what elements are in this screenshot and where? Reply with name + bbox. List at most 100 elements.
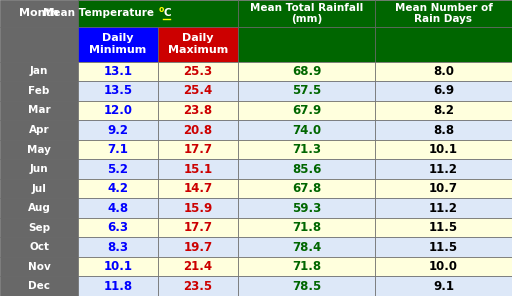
Bar [78,62,158,81]
Bar [158,101,238,120]
Text: 67.8: 67.8 [292,182,321,195]
Text: 21.4: 21.4 [183,260,212,273]
Bar [0,101,78,120]
Bar [0,179,78,198]
Bar [158,276,238,296]
Text: 71.8: 71.8 [292,260,321,273]
Text: 10.1: 10.1 [429,143,458,156]
Bar [375,257,512,276]
Text: Daily
Minimum: Daily Minimum [90,33,146,55]
Text: 11.2: 11.2 [429,163,458,176]
Bar [0,257,78,276]
Text: 59.3: 59.3 [292,202,321,215]
Text: 13.1: 13.1 [103,65,133,78]
Bar [158,120,238,140]
Text: Feb: Feb [28,86,50,96]
Bar [375,62,512,81]
Text: 11.2: 11.2 [429,202,458,215]
Bar [238,218,375,237]
Text: 12.0: 12.0 [103,104,133,117]
Text: 11.5: 11.5 [429,221,458,234]
Bar [375,198,512,218]
Text: 25.3: 25.3 [183,65,212,78]
Bar [78,140,158,159]
Bar [78,81,158,101]
Bar [78,257,158,276]
Bar [238,120,375,140]
Bar [0,81,78,101]
Text: 6.3: 6.3 [108,221,129,234]
Text: 20.8: 20.8 [183,123,212,136]
Text: Daily
Maximum: Daily Maximum [168,33,228,55]
Text: Dec: Dec [28,281,50,291]
Text: 15.9: 15.9 [183,202,212,215]
Bar [375,237,512,257]
Bar [375,101,512,120]
Text: 78.4: 78.4 [292,241,321,254]
Text: 8.8: 8.8 [433,123,454,136]
Bar [158,62,238,81]
Bar [0,198,78,218]
Text: Mean Number of
Rain Days: Mean Number of Rain Days [395,3,493,24]
Bar [375,0,512,27]
Bar [375,218,512,237]
Bar [0,62,78,81]
Text: 23.5: 23.5 [183,280,212,293]
Text: 7.1: 7.1 [108,143,129,156]
Bar [238,276,375,296]
Text: 15.1: 15.1 [183,163,212,176]
Bar [0,140,78,159]
Text: 74.0: 74.0 [292,123,321,136]
Bar [0,27,78,62]
Text: 10.1: 10.1 [103,260,133,273]
Bar [375,179,512,198]
Bar [238,257,375,276]
Bar [158,237,238,257]
Bar [78,120,158,140]
Bar [238,237,375,257]
Text: 19.7: 19.7 [183,241,212,254]
Text: Jan: Jan [30,66,48,76]
Text: 8.3: 8.3 [108,241,129,254]
Bar [375,81,512,101]
Bar [375,159,512,179]
Text: 57.5: 57.5 [292,84,321,97]
Bar [0,237,78,257]
Text: Aug: Aug [28,203,51,213]
Bar [158,27,238,62]
Bar [238,140,375,159]
Bar [0,276,78,296]
Text: 68.9: 68.9 [292,65,321,78]
Bar [78,101,158,120]
Text: 8.0: 8.0 [433,65,454,78]
Bar [375,140,512,159]
Bar [158,179,238,198]
Bar [78,276,158,296]
Text: Nov: Nov [28,262,50,272]
Bar [0,0,78,27]
Bar [238,101,375,120]
Text: Jun: Jun [30,164,48,174]
Bar [238,27,375,62]
Bar [238,198,375,218]
Text: 10.7: 10.7 [429,182,458,195]
Bar [158,257,238,276]
Text: 11.5: 11.5 [429,241,458,254]
Bar [158,140,238,159]
Text: Month: Month [19,8,59,18]
Bar [158,81,238,101]
Bar [78,198,158,218]
Bar [78,179,158,198]
Text: 9.2: 9.2 [108,123,129,136]
Text: May: May [27,144,51,155]
Text: 8.2: 8.2 [433,104,454,117]
Text: 78.5: 78.5 [292,280,321,293]
Text: Apr: Apr [29,125,49,135]
Bar [238,159,375,179]
Bar [375,27,512,62]
Text: 11.8: 11.8 [103,280,133,293]
Text: 67.9: 67.9 [292,104,321,117]
Text: o: o [159,5,164,15]
Bar [375,276,512,296]
Bar [238,62,375,81]
